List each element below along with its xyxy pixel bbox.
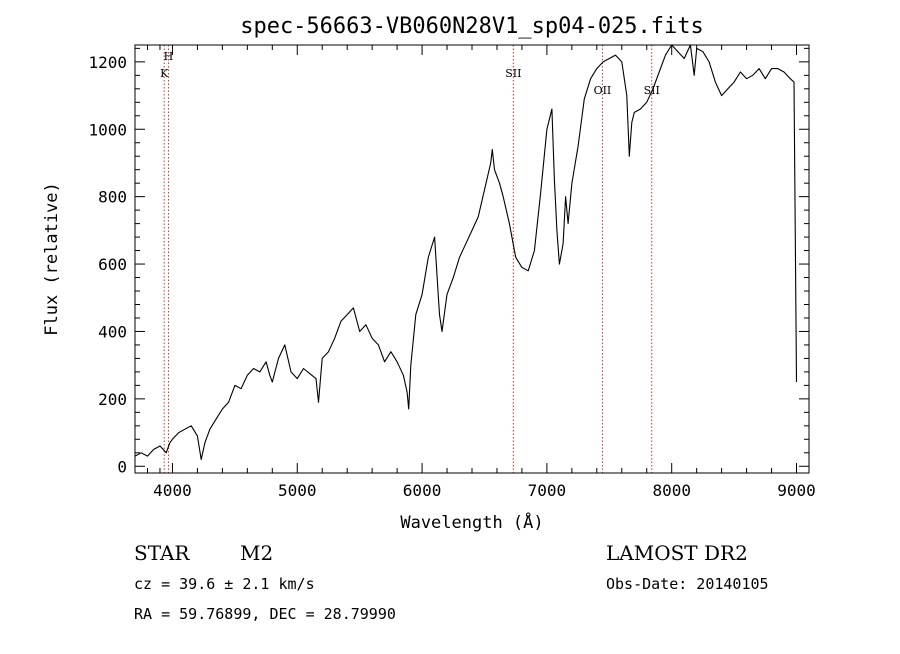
x-tick-label: 8000 xyxy=(652,481,691,500)
spectrum-line xyxy=(134,44,798,461)
line-marker-label: OII xyxy=(594,84,612,97)
x-axis-ticks: 4000 5000 6000 7000 8000 9000 xyxy=(146,45,816,500)
y-tick-label: 600 xyxy=(98,255,127,274)
line-marker-label: SII xyxy=(505,67,521,80)
x-tick-label: 7000 xyxy=(528,481,567,500)
y-tick-label: 400 xyxy=(98,322,127,341)
obs-date-text: Obs-Date: 20140105 xyxy=(606,575,769,593)
line-marker-label: H xyxy=(164,50,174,63)
y-tick-label: 1200 xyxy=(88,53,127,72)
object-class: STAR xyxy=(134,541,190,565)
x-tick-label: 6000 xyxy=(403,481,442,500)
object-subclass: M2 xyxy=(240,541,273,565)
spectrum-series xyxy=(134,44,798,461)
redshift-text: cz = 39.6 ± 2.1 km/s xyxy=(134,575,315,593)
plot-frame xyxy=(134,44,810,474)
x-axis-label: Wavelength (Å) xyxy=(400,511,543,533)
chart-title: spec-56663-VB060N28V1_sp04-025.fits xyxy=(240,14,704,39)
x-tick-label: 9000 xyxy=(777,481,816,500)
y-tick-label: 800 xyxy=(98,188,127,207)
y-tick-label: 0 xyxy=(117,457,127,476)
y-tick-label: 1000 xyxy=(88,120,127,139)
y-axis-ticks: 0 200 400 600 800 1000 1200 xyxy=(88,47,809,476)
line-marker-label: K xyxy=(160,67,169,80)
y-tick-label: 200 xyxy=(98,390,127,409)
x-tick-label: 5000 xyxy=(278,481,317,500)
y-axis-label: Flux (relative) xyxy=(42,182,62,336)
survey-name: LAMOST DR2 xyxy=(606,541,748,565)
coordinates-text: RA = 59.76899, DEC = 28.79990 xyxy=(134,605,396,623)
x-tick-label: 4000 xyxy=(153,481,192,500)
